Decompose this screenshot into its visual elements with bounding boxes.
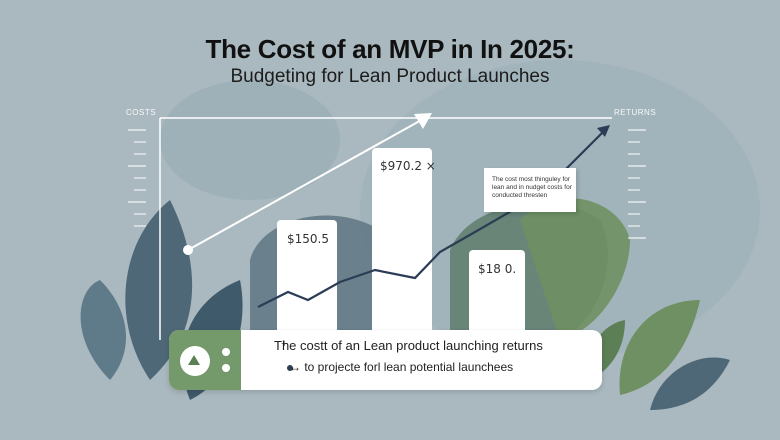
- bar-3-value: $18 0.: [478, 262, 517, 276]
- panel-badge: [169, 330, 241, 390]
- trend-arrow-icon: [597, 125, 610, 137]
- badge-dot-icon: [222, 364, 230, 372]
- axis-label-returns: RETURNS: [614, 108, 657, 117]
- note-line: conducted thresten: [492, 192, 548, 200]
- left-ticks: [128, 129, 146, 227]
- leaf: [650, 357, 730, 410]
- bar-2-value: $970.2 ×: [380, 159, 436, 173]
- arrow-start-dot: [183, 245, 193, 255]
- annotation-note: The cost most thinguley for lean and in …: [484, 168, 576, 212]
- rising-arrow-line: [187, 117, 426, 251]
- page-subtitle: Budgeting for Lean Product Launches: [230, 66, 550, 87]
- badge-circle: [180, 346, 210, 376]
- bar-1-value: $150.5: [287, 232, 329, 246]
- background-blob: [520, 198, 630, 340]
- plus-icon: +: [281, 338, 288, 350]
- panel-text-line-1: The costt of an Lean product launching r…: [274, 338, 543, 353]
- bar-1: [277, 220, 337, 340]
- bar-2: [372, 148, 432, 340]
- right-ticks: [628, 129, 646, 239]
- badge-dot-icon: [222, 348, 230, 356]
- bar-3: [469, 250, 525, 340]
- page-title: The Cost of an MVP in In 2025:: [205, 34, 575, 64]
- note-line: The cost most thinguley for: [492, 176, 571, 183]
- arrow-up-right-icon: [414, 113, 432, 129]
- info-panel: + The costt of an Lean product launching…: [169, 330, 602, 390]
- bullet-icon: [287, 365, 293, 371]
- panel-text-line-2: ↔ to projecte forl lean potential launch…: [289, 360, 514, 374]
- axis-label-costs: COSTS: [126, 108, 157, 117]
- triangle-play-icon: [188, 355, 200, 365]
- note-line: lean and in nudget costs for: [492, 184, 572, 192]
- background-blob: [160, 80, 340, 200]
- leaf: [619, 300, 700, 395]
- leaf: [80, 280, 127, 380]
